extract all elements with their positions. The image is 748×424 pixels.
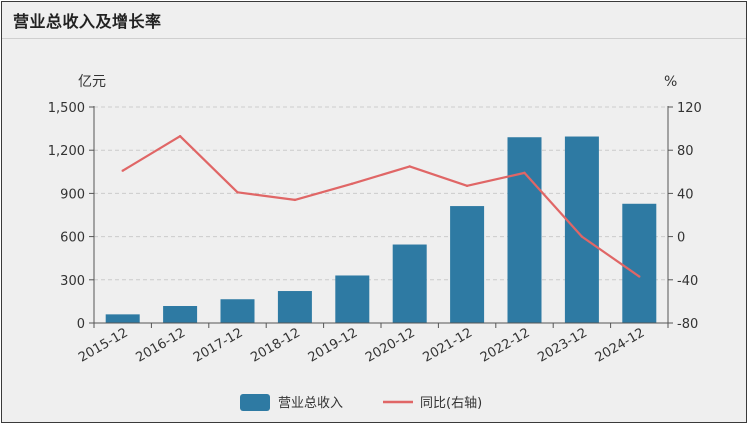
x-tick-label: 2023-12	[535, 325, 590, 365]
bar-series	[105, 136, 657, 323]
bar[interactable]	[105, 314, 140, 323]
left-tick-label: 1,500	[48, 101, 85, 116]
right-tick-label: 120	[677, 101, 702, 116]
x-tick-label: 2016-12	[134, 325, 189, 365]
line-point[interactable]	[408, 165, 411, 168]
left-tick-label: 600	[60, 231, 85, 246]
growth-line[interactable]	[122, 135, 640, 278]
left-tick-label: 300	[60, 274, 85, 289]
legend-bar-label[interactable]: 营业总收入	[278, 396, 343, 411]
chart-title: 营业总收入及增长率	[13, 12, 162, 31]
left-axis-unit: 亿元	[78, 74, 106, 90]
line-series	[121, 134, 641, 278]
left-tick-label: 900	[60, 187, 85, 202]
bar[interactable]	[335, 275, 370, 323]
left-tick-label: 0	[77, 317, 85, 332]
line-point[interactable]	[523, 171, 526, 175]
left-tick-label: 1,200	[48, 144, 85, 159]
axes	[89, 106, 673, 328]
right-tick-label: -80	[677, 317, 698, 332]
line-point[interactable]	[351, 182, 354, 185]
x-tick-label: 2017-12	[191, 325, 246, 365]
bar[interactable]	[392, 244, 427, 323]
bar[interactable]	[507, 137, 542, 323]
right-tick-label: 40	[677, 187, 694, 202]
panel-header: 营业总收入及增长率	[2, 2, 746, 39]
right-tick-label: 0	[677, 231, 685, 246]
right-tick-label: 80	[677, 144, 694, 159]
x-tick-label: 2022-12	[478, 325, 533, 365]
right-tick-label: -40	[677, 274, 698, 289]
bar[interactable]	[220, 299, 255, 323]
bar[interactable]	[163, 306, 198, 323]
line-point[interactable]	[638, 275, 641, 278]
axis-labels: 03006009001,2001,500-80-40040801202015-1…	[48, 101, 702, 366]
x-tick-label: 2020-12	[363, 325, 418, 365]
line-point[interactable]	[236, 191, 239, 194]
line-point[interactable]	[580, 235, 584, 238]
x-tick-label: 2021-12	[421, 325, 476, 365]
bar[interactable]	[450, 206, 485, 323]
bar[interactable]	[277, 291, 312, 323]
legend-line-label[interactable]: 同比(右轴)	[420, 396, 482, 411]
bar[interactable]	[564, 136, 599, 323]
x-tick-label: 2018-12	[248, 325, 303, 365]
legend: 营业总收入 同比(右轴)	[240, 394, 482, 411]
legend-bar-swatch	[240, 394, 270, 411]
x-tick-label: 2019-12	[306, 325, 361, 365]
right-axis-unit: %	[664, 74, 677, 90]
x-tick-label: 2024-12	[593, 325, 648, 365]
line-point[interactable]	[178, 134, 182, 138]
line-point[interactable]	[121, 169, 124, 172]
bar[interactable]	[622, 203, 657, 323]
line-point[interactable]	[293, 198, 297, 202]
line-point[interactable]	[465, 184, 469, 188]
